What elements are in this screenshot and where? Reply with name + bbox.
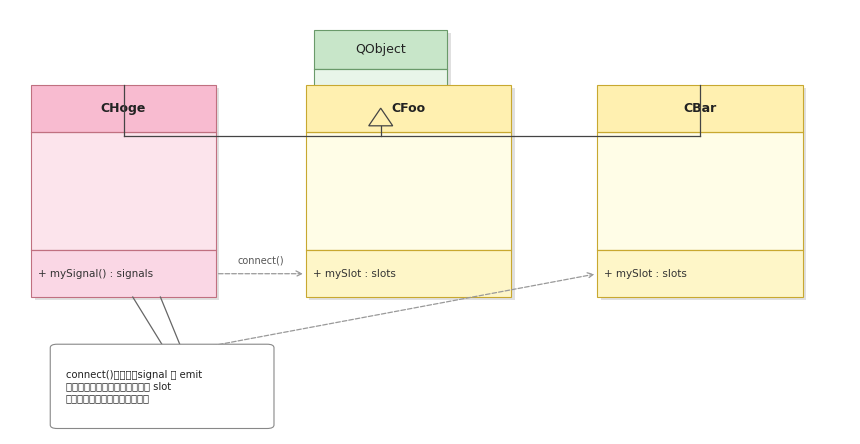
FancyBboxPatch shape — [34, 88, 219, 300]
FancyBboxPatch shape — [314, 69, 447, 107]
FancyBboxPatch shape — [317, 33, 451, 110]
Text: CFoo: CFoo — [391, 102, 426, 115]
Text: connect()により、signal を emit
（発行）した場合に実行される slot
を複数指定することができる。: connect()により、signal を emit （発行）した場合に実行され… — [65, 370, 202, 403]
FancyBboxPatch shape — [305, 132, 512, 250]
Text: + mySlot : slots: + mySlot : slots — [312, 269, 396, 279]
FancyBboxPatch shape — [32, 250, 216, 297]
Text: + mySignal() : signals: + mySignal() : signals — [38, 269, 153, 279]
FancyBboxPatch shape — [32, 132, 216, 250]
FancyBboxPatch shape — [314, 30, 447, 69]
FancyBboxPatch shape — [600, 88, 807, 300]
Text: CHoge: CHoge — [101, 102, 146, 115]
Text: connect(): connect() — [237, 256, 284, 266]
FancyBboxPatch shape — [597, 250, 803, 297]
Text: + mySlot : slots: + mySlot : slots — [604, 269, 687, 279]
FancyBboxPatch shape — [50, 344, 274, 428]
FancyBboxPatch shape — [305, 250, 512, 297]
FancyBboxPatch shape — [597, 85, 803, 132]
Text: QObject: QObject — [355, 43, 406, 56]
FancyBboxPatch shape — [309, 88, 515, 300]
FancyBboxPatch shape — [32, 85, 216, 132]
Text: CBar: CBar — [684, 102, 716, 115]
FancyBboxPatch shape — [597, 132, 803, 250]
FancyBboxPatch shape — [305, 85, 512, 132]
